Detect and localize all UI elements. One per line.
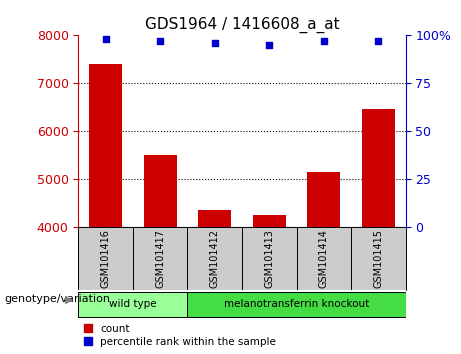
Text: GSM101414: GSM101414 <box>319 229 329 288</box>
Text: GSM101417: GSM101417 <box>155 229 165 288</box>
Point <box>157 38 164 44</box>
Text: GSM101413: GSM101413 <box>264 229 274 288</box>
Point <box>211 40 219 46</box>
Bar <box>253 215 286 227</box>
Bar <box>188 227 242 290</box>
Bar <box>198 210 231 227</box>
Bar <box>78 292 188 317</box>
Legend: count, percentile rank within the sample: count, percentile rank within the sample <box>83 324 276 347</box>
Point <box>102 36 109 42</box>
Text: wild type: wild type <box>109 299 157 309</box>
Bar <box>133 227 188 290</box>
Text: GSM101412: GSM101412 <box>210 229 220 288</box>
Point <box>266 42 273 48</box>
Point <box>320 38 327 44</box>
Text: GSM101416: GSM101416 <box>100 229 111 288</box>
Bar <box>242 227 296 290</box>
Bar <box>351 227 406 290</box>
Bar <box>144 155 177 227</box>
Bar <box>188 292 406 317</box>
Bar <box>78 227 133 290</box>
Text: genotype/variation: genotype/variation <box>5 295 111 304</box>
Point <box>375 38 382 44</box>
Bar <box>307 172 340 227</box>
Text: melanotransferrin knockout: melanotransferrin knockout <box>224 299 369 309</box>
Bar <box>296 227 351 290</box>
Title: GDS1964 / 1416608_a_at: GDS1964 / 1416608_a_at <box>145 16 339 33</box>
Text: GSM101415: GSM101415 <box>373 229 384 288</box>
Bar <box>362 109 395 227</box>
Text: ▶: ▶ <box>65 295 73 304</box>
Bar <box>89 64 122 227</box>
